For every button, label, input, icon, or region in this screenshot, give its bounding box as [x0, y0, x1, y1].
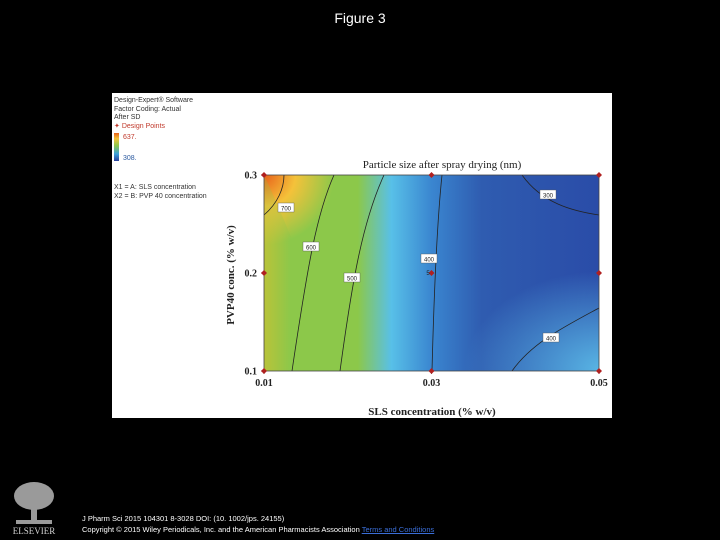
x-tick-label: 0.03	[423, 378, 441, 389]
logo-wordmark: ELSEVIER	[13, 526, 56, 536]
slide-title: Figure 3	[334, 10, 386, 26]
x-axis-label: SLS concentration (% w/v)	[368, 406, 496, 418]
contour-label: 400	[420, 253, 438, 264]
y-tick-label: 0.2	[245, 269, 258, 280]
design-point	[428, 270, 435, 276]
design-point	[428, 368, 435, 374]
design-legend: Design-Expert® Software Factor Coding: A…	[114, 97, 234, 131]
contour-label: 400	[542, 332, 560, 343]
legend-after-sd-line: After SD	[114, 114, 141, 121]
legend-high-value: 637.	[123, 134, 137, 141]
contour-label-text: 600	[306, 246, 317, 252]
design-point	[596, 368, 602, 374]
contour-labels: 700 600 500 400 300 400	[277, 189, 560, 343]
design-point	[261, 270, 267, 276]
contour-label-text: 700	[281, 207, 292, 213]
contour-label-text: 500	[347, 277, 358, 283]
legend-coding-line: Factor Coding: Actual	[114, 105, 181, 113]
contour-label-text: 400	[546, 337, 557, 343]
legend-software-line: Design-Expert® Software	[114, 97, 194, 104]
contour-lines	[264, 175, 599, 371]
y-axis-label: PVP40 conc. (% w/v)	[225, 225, 237, 325]
legend-design-points-label: Design Points	[121, 122, 166, 130]
design-point	[596, 270, 602, 276]
contour-label: 700	[277, 202, 295, 213]
contour-line-500	[339, 175, 385, 371]
design-points	[261, 172, 602, 374]
citation: J Pharm Sci 2015 104301 8-3028 DOI: (10.…	[82, 513, 434, 535]
contour-label-text: 300	[543, 194, 554, 200]
design-point	[261, 172, 267, 178]
legend-x2: X2 = B: PVP 40 concentration	[114, 193, 207, 200]
contour-label: 500	[343, 272, 361, 283]
citation-line-1: J Pharm Sci 2015 104301 8-3028 DOI: (10.…	[82, 514, 285, 523]
design-point	[261, 368, 267, 374]
design-point-icon: ✦	[114, 122, 120, 130]
contour-chart: Particle size after spray drying (nm) 70…	[225, 159, 608, 418]
y-tick-label: 0.1	[245, 367, 258, 378]
design-point	[428, 172, 435, 178]
contour-line-700	[264, 175, 285, 216]
legend-design-points: ✦ Design Points	[114, 123, 234, 132]
design-point	[596, 172, 602, 178]
chart-title: Particle size after spray drying (nm)	[363, 159, 522, 171]
terms-and-conditions-link[interactable]: Terms and Conditions	[361, 525, 435, 534]
contour-label: 600	[302, 241, 320, 252]
x-tick-label: 0.01	[255, 378, 273, 389]
y-tick-label: 0.3	[245, 171, 258, 182]
citation-line-2: Copyright © 2015 Wiley Periodicals, Inc.…	[82, 524, 434, 535]
contour-line-300	[521, 175, 599, 216]
x-tick-label: 0.05	[590, 378, 608, 389]
legend-gradient-bar	[114, 133, 119, 161]
design-point-count: 5	[426, 271, 430, 277]
elsevier-logo: ELSEVIER	[6, 478, 62, 538]
figure-panel: Design-Expert® Software Factor Coding: A…	[112, 93, 612, 418]
legend-factors: X1 = A: SLS concentration X2 = B: PVP 40…	[114, 183, 207, 201]
y-axis-ticks: 0.1 0.2 0.3	[245, 171, 264, 378]
legend-low-value: 308.	[123, 155, 137, 162]
contour-label-text: 400	[424, 258, 435, 264]
copyright-text: Copyright © 2015 Wiley Periodicals, Inc.…	[82, 525, 360, 534]
contour-label: 300	[539, 189, 557, 200]
legend-x1: X1 = A: SLS concentration	[114, 184, 196, 191]
